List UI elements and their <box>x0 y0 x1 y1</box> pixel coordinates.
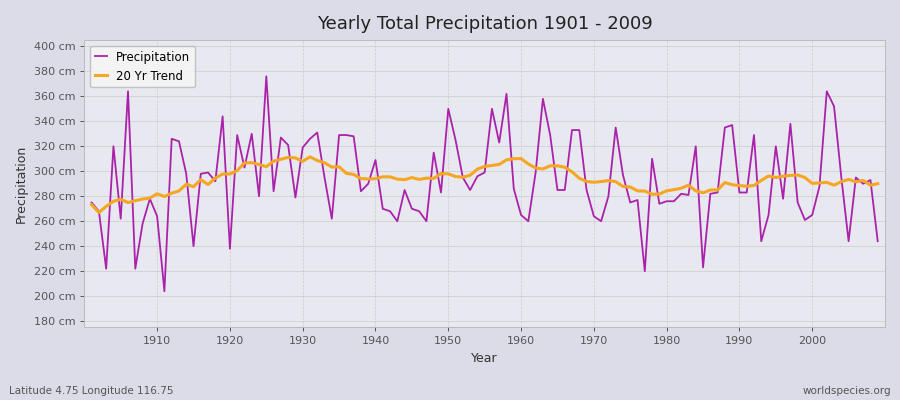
Precipitation <box>617 173 628 178</box>
Precipitation <box>261 74 272 79</box>
Precipitation <box>363 181 374 186</box>
Text: Latitude 4.75 Longitude 116.75: Latitude 4.75 Longitude 116.75 <box>9 386 174 396</box>
20 Yr Trend <box>363 176 374 181</box>
20 Yr Trend <box>304 154 315 159</box>
Y-axis label: Precipitation: Precipitation <box>15 145 28 223</box>
20 Yr Trend <box>320 160 330 165</box>
Legend: Precipitation, 20 Yr Trend: Precipitation, 20 Yr Trend <box>90 46 195 87</box>
20 Yr Trend <box>617 184 628 189</box>
20 Yr Trend <box>86 202 97 207</box>
Precipitation <box>523 219 534 224</box>
20 Yr Trend <box>523 162 534 166</box>
20 Yr Trend <box>94 210 104 215</box>
Precipitation <box>320 175 330 180</box>
Line: 20 Yr Trend: 20 Yr Trend <box>92 157 878 212</box>
Precipitation <box>872 239 883 244</box>
20 Yr Trend <box>530 166 541 170</box>
Text: worldspecies.org: worldspecies.org <box>803 386 891 396</box>
Precipitation <box>530 170 541 175</box>
Precipitation <box>86 200 97 205</box>
Precipitation <box>144 196 155 201</box>
Line: Precipitation: Precipitation <box>92 76 878 291</box>
Title: Yearly Total Precipitation 1901 - 2009: Yearly Total Precipitation 1901 - 2009 <box>317 15 652 33</box>
20 Yr Trend <box>152 191 163 196</box>
20 Yr Trend <box>872 181 883 186</box>
Precipitation <box>159 289 170 294</box>
X-axis label: Year: Year <box>472 352 498 365</box>
